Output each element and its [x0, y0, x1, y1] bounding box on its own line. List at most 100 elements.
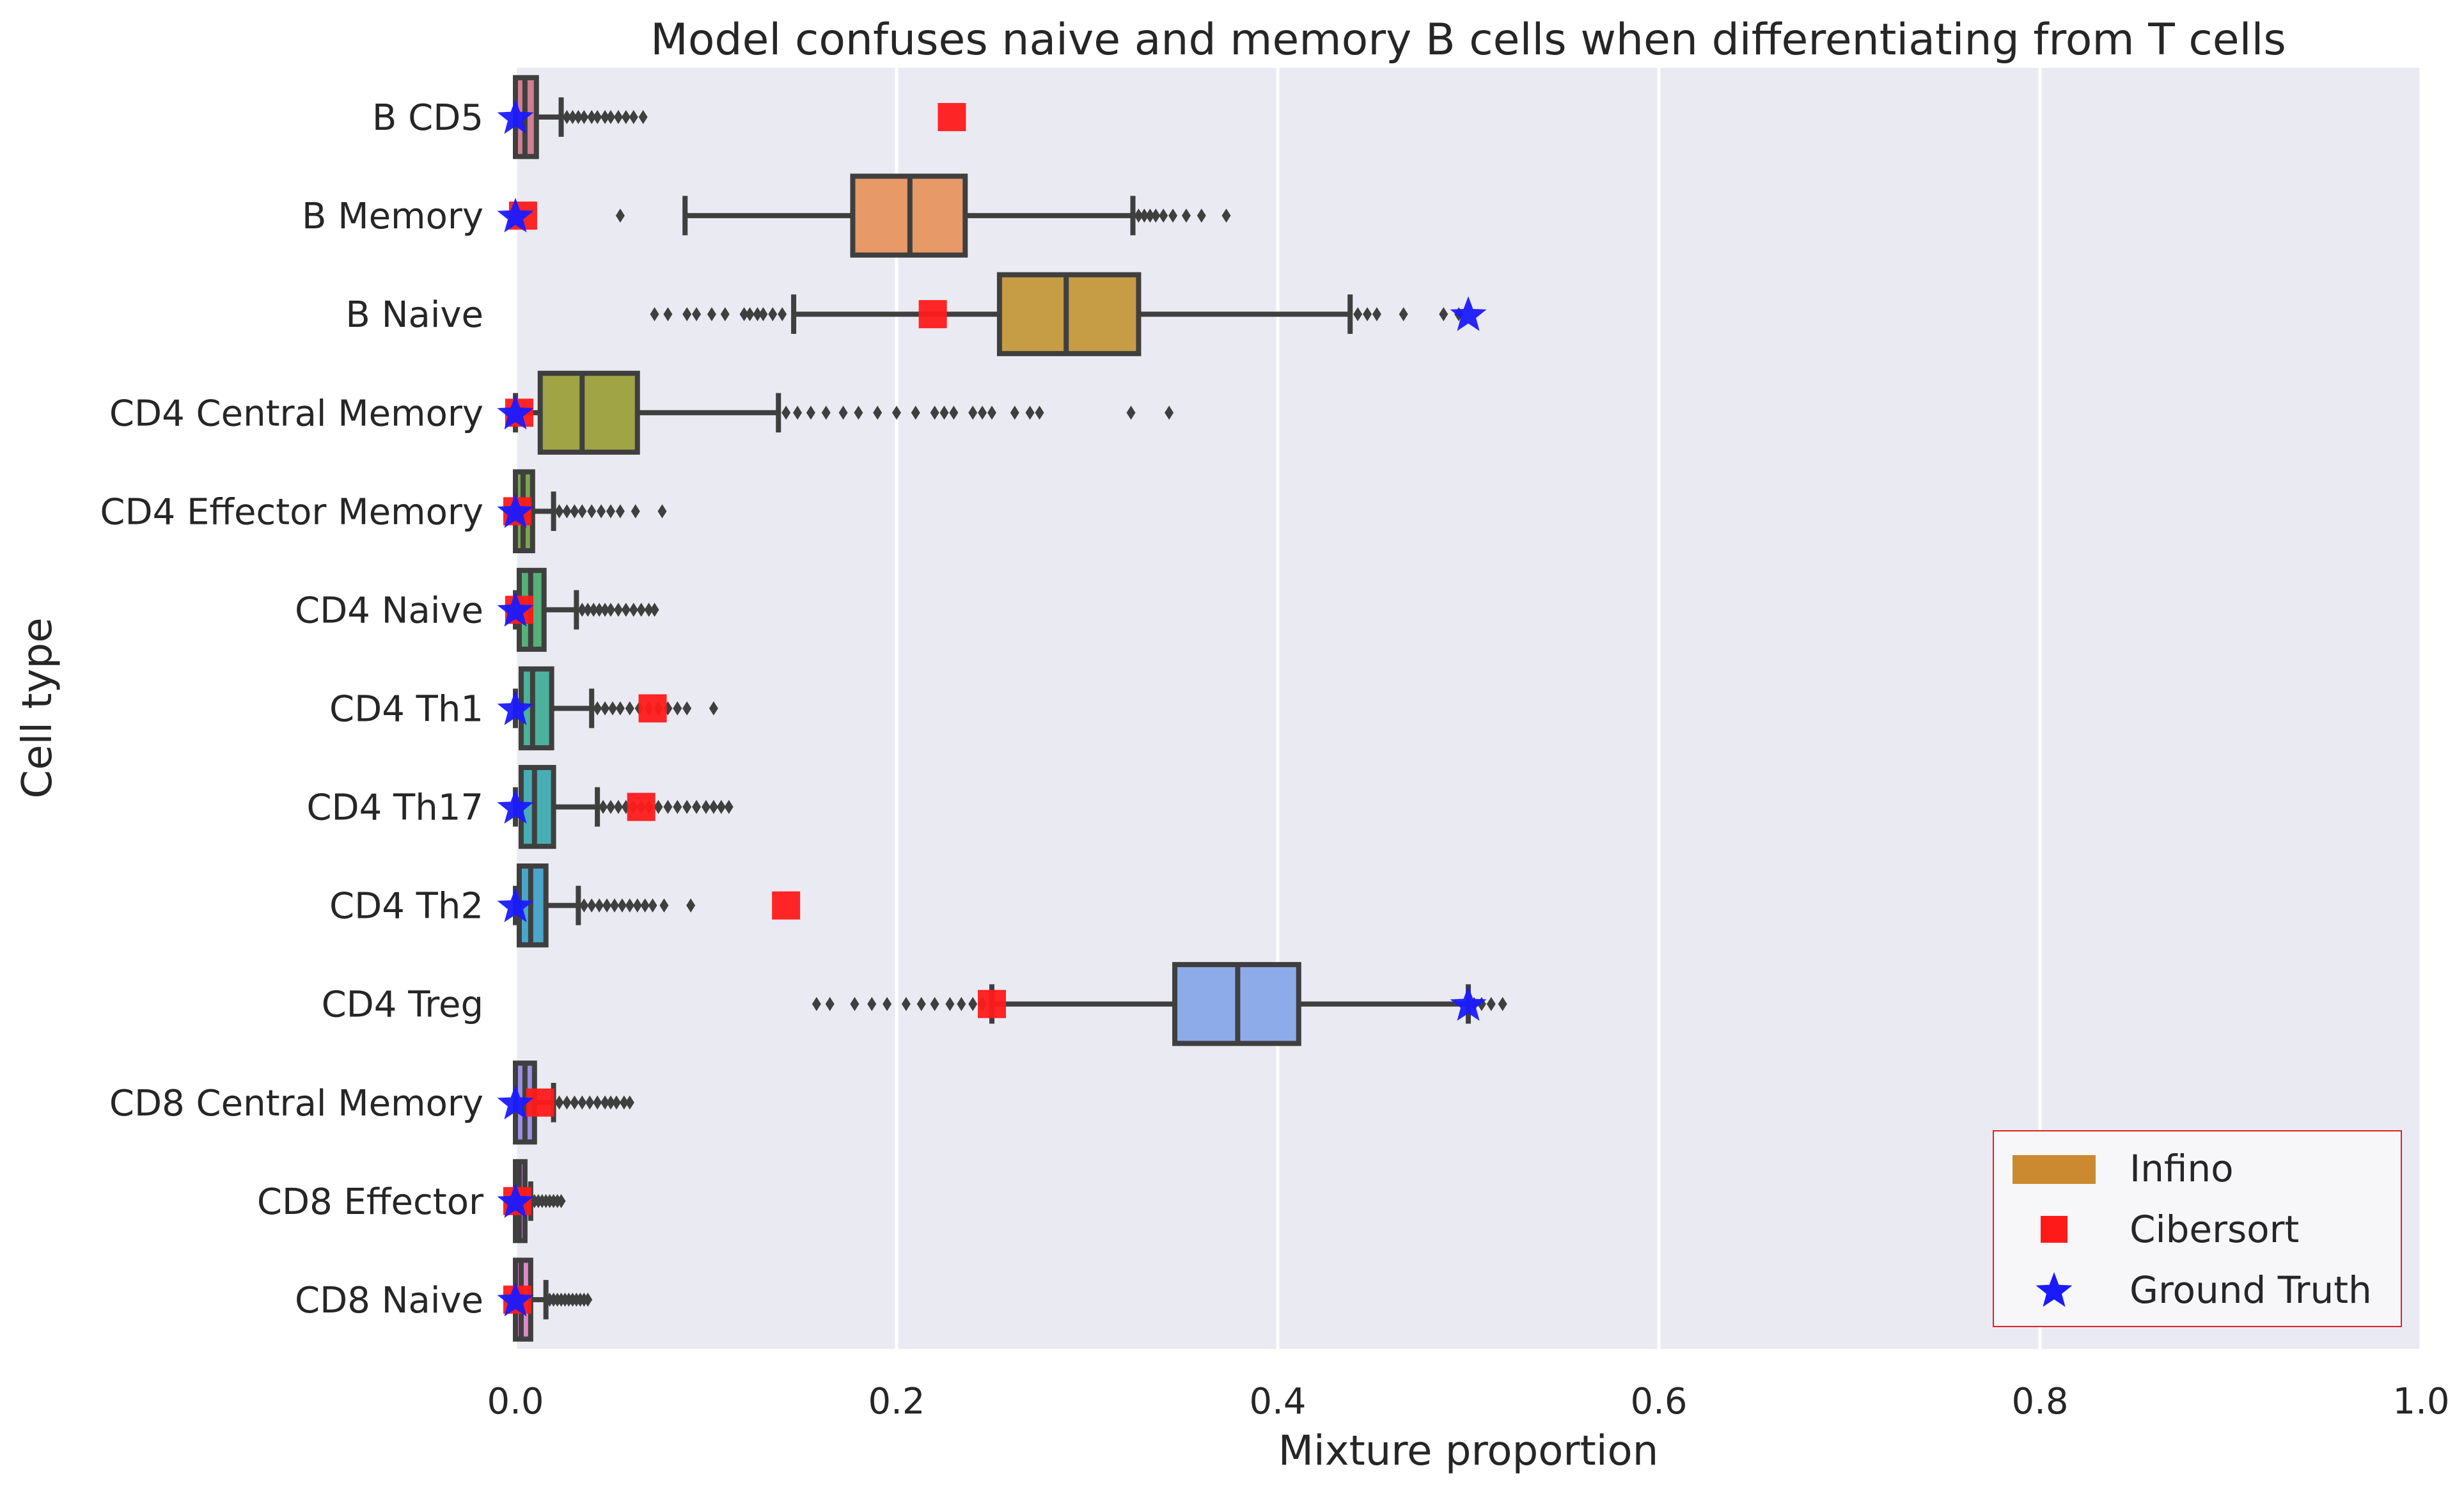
legend-infino-label: Infino — [2130, 1147, 2234, 1190]
y-axis-label: Cell type — [14, 618, 61, 799]
outlier-point — [692, 800, 702, 814]
outlier-point — [663, 800, 673, 814]
outlier-point — [593, 701, 602, 716]
outlier-point — [720, 307, 730, 322]
marker-series — [497, 99, 1487, 1317]
outlier-point — [707, 307, 716, 322]
outlier-point — [812, 997, 821, 1011]
y-tick-label: CD8 Central Memory — [109, 1083, 483, 1124]
outlier-point — [615, 701, 625, 716]
outlier-point — [562, 1095, 572, 1110]
outlier-point — [606, 800, 615, 814]
outlier-point — [636, 603, 646, 617]
outlier-point — [657, 504, 667, 519]
outlier-point — [1151, 209, 1161, 223]
outlier-point — [739, 307, 749, 322]
outlier-point — [600, 603, 610, 617]
outlier-point — [640, 898, 650, 913]
outlier-point — [577, 1095, 587, 1110]
outlier-point — [554, 1095, 564, 1110]
box-3 — [513, 370, 1174, 455]
outlier-point — [867, 997, 877, 1011]
ground-truth-marker — [497, 1183, 534, 1218]
outlier-point — [606, 504, 615, 519]
outlier-point — [600, 701, 610, 716]
outlier-point — [650, 603, 659, 617]
outlier-point — [1159, 209, 1168, 223]
cibersort-marker — [978, 989, 1006, 1018]
box-body — [518, 764, 556, 849]
outlier-point — [686, 898, 696, 913]
y-tick-label: CD4 Treg — [322, 984, 483, 1026]
outlier-point — [911, 406, 920, 420]
outlier-point — [939, 406, 949, 420]
outlier-point — [793, 406, 803, 420]
outlier-point — [1363, 307, 1372, 322]
ground-truth-marker — [497, 887, 534, 922]
outlier-point — [673, 701, 682, 716]
x-axis-label: Mixture proportion — [1278, 1428, 1659, 1475]
outlier-point — [597, 504, 606, 519]
outlier-point — [654, 800, 663, 814]
outlier-point — [682, 800, 692, 814]
outlier-point — [978, 406, 987, 420]
outlier-point — [593, 110, 602, 125]
outlier-point — [644, 603, 654, 617]
outlier-point — [583, 603, 593, 617]
outlier-point — [600, 1095, 610, 1110]
outlier-point — [821, 406, 831, 420]
outlier-point — [600, 110, 610, 125]
outlier-point — [854, 406, 863, 420]
y-tick-label: CD8 Naive — [295, 1280, 483, 1321]
ground-truth-marker — [497, 198, 534, 233]
outlier-point — [562, 110, 572, 125]
outlier-point — [613, 800, 623, 814]
ground-truth-marker — [1450, 296, 1487, 331]
cibersort-marker — [526, 1088, 554, 1117]
outlier-point — [585, 1095, 595, 1110]
outlier-point — [968, 406, 978, 420]
outlier-point — [621, 603, 631, 617]
outlier-point — [583, 1292, 593, 1307]
outlier-point — [579, 110, 589, 125]
outlier-point — [1486, 997, 1496, 1011]
outlier-point — [613, 603, 623, 617]
outlier-point — [650, 307, 659, 322]
legend-cibersort-marker — [2041, 1216, 2068, 1243]
outlier-point — [1140, 209, 1149, 223]
cibersort-marker — [638, 694, 667, 723]
outlier-point — [778, 307, 787, 322]
outlier-point — [673, 800, 682, 814]
outlier-point — [1221, 209, 1231, 223]
outlier-point — [619, 1095, 629, 1110]
outlier-point — [587, 110, 597, 125]
x-tick-label: 0.0 — [487, 1381, 544, 1422]
outlier-point — [629, 110, 638, 125]
outlier-point — [595, 603, 604, 617]
outlier-point — [682, 701, 692, 716]
outlier-point — [568, 110, 577, 125]
outlier-point — [625, 898, 634, 913]
chart-title: Model confuses naive and memory B cells … — [650, 15, 2286, 65]
ground-truth-marker — [1450, 986, 1487, 1021]
outlier-point — [606, 110, 615, 125]
outlier-point — [599, 800, 608, 814]
outlier-point — [629, 603, 638, 617]
ground-truth-marker — [497, 99, 534, 134]
outlier-point — [1168, 209, 1178, 223]
outlier-point — [577, 603, 587, 617]
x-tick-label: 0.4 — [1249, 1381, 1306, 1422]
outlier-point — [595, 898, 604, 913]
outlier-point — [838, 406, 848, 420]
box-8 — [513, 863, 696, 948]
box-body — [537, 370, 640, 455]
ground-truth-marker — [497, 395, 534, 430]
outlier-point — [945, 997, 955, 1011]
outlier-point — [753, 307, 762, 322]
ground-truth-marker — [497, 690, 534, 725]
outlier-point — [608, 701, 617, 716]
box-1 — [615, 173, 1231, 258]
outlier-point — [883, 997, 892, 1011]
legend-ground-truth-marker — [2036, 1272, 2073, 1307]
